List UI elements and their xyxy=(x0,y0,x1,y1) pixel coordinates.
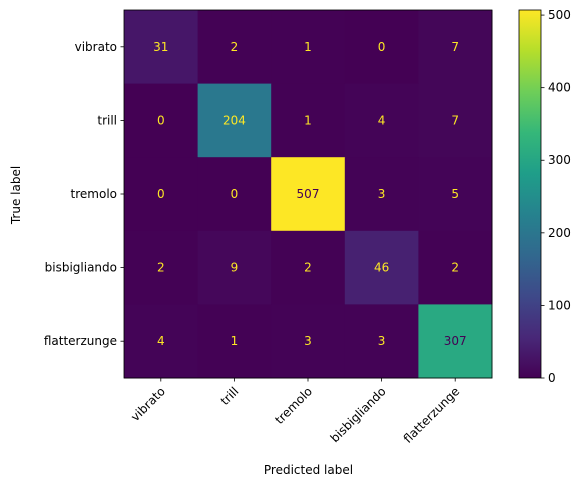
cell-value-vibrato-bisbigliando: 0 xyxy=(378,40,386,54)
colorbar-tick-label-0: 0 xyxy=(548,371,556,385)
cell-value-tremolo-bisbigliando: 3 xyxy=(378,187,386,201)
cell-vibrato-flatterzunge xyxy=(418,10,493,85)
cell-flatterzunge-flatterzunge xyxy=(418,304,493,379)
cell-value-bisbigliando-tremolo: 2 xyxy=(304,261,312,275)
cell-value-bisbigliando-trill: 9 xyxy=(231,261,239,275)
colorbar-tick-label-400: 400 xyxy=(548,81,571,95)
y-tick-label-bisbigliando: bisbigliando xyxy=(45,261,117,275)
cell-value-tremolo-vibrato: 0 xyxy=(157,187,165,201)
cell-tremolo-trill xyxy=(197,157,272,232)
x-tick-label-bisbigliando: bisbigliando xyxy=(328,384,389,445)
x-tick-label-tremolo: tremolo xyxy=(272,384,315,427)
y-axis-ticks: vibrato trill tremolo bisbigliando flatterzu… xyxy=(44,40,124,348)
y-tick-label-flatterzunge: flatterzunge xyxy=(44,334,117,348)
cell-value-vibrato-tremolo: 1 xyxy=(304,40,312,54)
colorbar-ticks: 0 100 200 300 400 500 xyxy=(541,8,571,385)
y-tick-label-trill: trill xyxy=(97,113,117,127)
x-tick-label-vibrato: vibrato xyxy=(128,384,168,424)
cell-value-trill-vibrato: 0 xyxy=(157,113,165,127)
cell-bisbigliando-tremolo xyxy=(271,230,346,305)
colorbar-tick-label-500: 500 xyxy=(548,8,571,22)
cell-flatterzunge-vibrato xyxy=(124,304,199,379)
cell-value-flatterzunge-flatterzunge: 307 xyxy=(444,334,467,348)
heatmap-cells: 31 2 1 0 70 204 1 4 70 0 507 3 52 9 2 46 24 1 3 3 307 xyxy=(124,10,493,379)
cell-bisbigliando-vibrato xyxy=(124,230,199,305)
y-tick-label-tremolo: tremolo xyxy=(71,187,117,201)
cell-value-flatterzunge-trill: 1 xyxy=(231,334,239,348)
cell-value-tremolo-tremolo: 507 xyxy=(297,187,320,201)
colorbar: 0 100 200 300 400 500 xyxy=(518,8,571,385)
cell-bisbigliando-flatterzunge xyxy=(418,230,493,305)
cell-vibrato-vibrato xyxy=(124,10,199,85)
cell-trill-bisbigliando xyxy=(344,83,419,158)
y-axis-label: True label xyxy=(9,166,23,225)
cell-trill-vibrato xyxy=(124,83,199,158)
x-tick-label-flatterzunge: flatterzunge xyxy=(401,384,463,446)
cell-value-flatterzunge-vibrato: 4 xyxy=(157,334,165,348)
cell-value-trill-tremolo: 1 xyxy=(304,113,312,127)
cell-value-flatterzunge-tremolo: 3 xyxy=(304,334,312,348)
cell-value-vibrato-trill: 2 xyxy=(231,40,239,54)
cell-value-flatterzunge-bisbigliando: 3 xyxy=(378,334,386,348)
cell-flatterzunge-tremolo xyxy=(271,304,346,379)
x-axis-label: Predicted label xyxy=(264,463,353,477)
cell-value-trill-flatterzunge: 7 xyxy=(451,113,459,127)
cell-vibrato-tremolo xyxy=(271,10,346,85)
x-axis-ticks: vibrato trill tremolo bisbigliando flatterzu… xyxy=(128,378,462,446)
cell-vibrato-trill xyxy=(197,10,272,85)
cell-flatterzunge-bisbigliando xyxy=(344,304,419,379)
colorbar-tick-label-200: 200 xyxy=(548,226,571,240)
cell-tremolo-tremolo xyxy=(271,157,346,232)
cell-value-trill-trill: 204 xyxy=(223,113,246,127)
colorbar-tick-label-100: 100 xyxy=(548,298,571,312)
cell-flatterzunge-trill xyxy=(197,304,272,379)
cell-value-tremolo-trill: 0 xyxy=(231,187,239,201)
cell-bisbigliando-trill xyxy=(197,230,272,305)
cell-trill-flatterzunge xyxy=(418,83,493,158)
cell-value-vibrato-flatterzunge: 7 xyxy=(451,40,459,54)
cell-vibrato-bisbigliando xyxy=(344,10,419,85)
cell-trill-tremolo xyxy=(271,83,346,158)
y-tick-label-vibrato: vibrato xyxy=(75,40,117,54)
colorbar-tick-label-300: 300 xyxy=(548,153,571,167)
cell-value-bisbigliando-bisbigliando: 46 xyxy=(374,261,389,275)
colorbar-frame xyxy=(518,9,542,379)
x-tick-label-trill: trill xyxy=(218,384,242,408)
cell-value-vibrato-vibrato: 31 xyxy=(153,40,168,54)
colorbar-gradient xyxy=(519,10,541,378)
cell-bisbigliando-bisbigliando xyxy=(344,230,419,305)
cell-trill-trill xyxy=(197,83,272,158)
cell-value-tremolo-flatterzunge: 5 xyxy=(451,187,459,201)
cell-value-bisbigliando-vibrato: 2 xyxy=(157,261,165,275)
cell-value-trill-bisbigliando: 4 xyxy=(378,113,386,127)
cell-value-bisbigliando-flatterzunge: 2 xyxy=(451,261,459,275)
cell-tremolo-bisbigliando xyxy=(344,157,419,232)
cell-tremolo-vibrato xyxy=(124,157,199,232)
cell-tremolo-flatterzunge xyxy=(418,157,493,232)
